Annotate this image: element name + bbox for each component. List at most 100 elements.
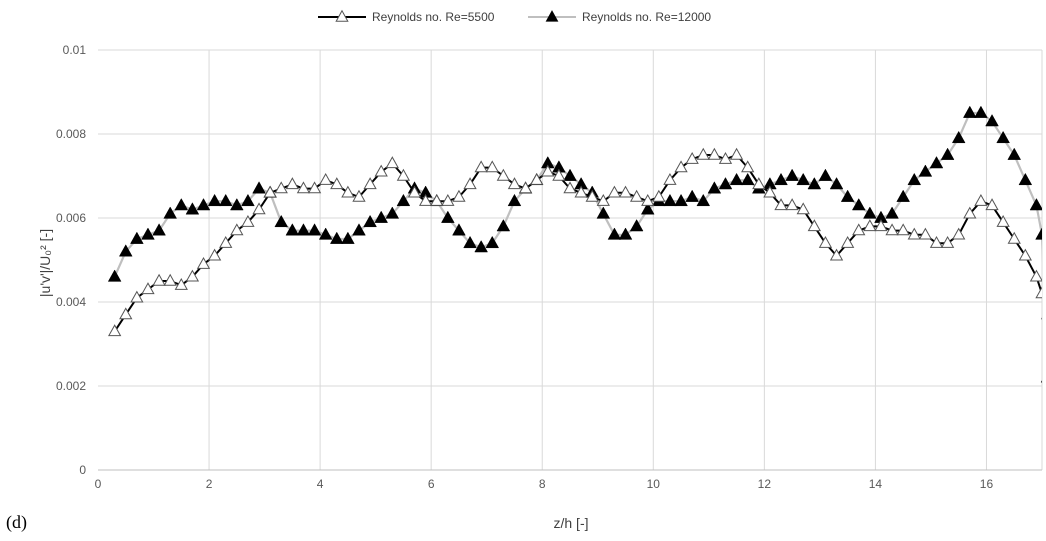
data-point (230, 223, 244, 236)
data-point (696, 193, 711, 207)
data-point (385, 206, 400, 219)
data-point (485, 235, 500, 249)
data-point (574, 185, 588, 198)
data-point (274, 214, 289, 228)
x-tick-label: 10 (647, 477, 661, 491)
data-point (563, 181, 577, 194)
data-point (1018, 248, 1032, 261)
data-point (952, 227, 966, 240)
data-point (329, 231, 344, 244)
data-point (1040, 317, 1042, 320)
grid-lines (98, 49, 1043, 470)
legend-label: Reynolds no. Re=5500 (372, 10, 495, 24)
data-point (474, 160, 488, 173)
data-point (496, 219, 511, 232)
data-point (463, 177, 477, 190)
data-point (585, 189, 599, 202)
x-tick-label: 6 (428, 477, 435, 491)
data-point (618, 185, 633, 198)
series-group (107, 105, 1042, 383)
data-point (1007, 231, 1021, 244)
data-point (851, 198, 866, 211)
data-point (252, 181, 266, 194)
data-point (674, 193, 688, 207)
data-point (940, 235, 955, 248)
data-point (441, 210, 455, 223)
data-point (951, 130, 966, 144)
data-point (840, 189, 855, 202)
data-point (341, 185, 355, 198)
panel-label: (d) (6, 512, 27, 533)
data-point (496, 168, 511, 181)
data-point (285, 177, 300, 190)
data-point (207, 193, 222, 207)
data-point (396, 193, 411, 207)
data-point (452, 223, 466, 236)
data-point (974, 105, 988, 118)
data-point (852, 223, 866, 236)
data-point (418, 193, 433, 206)
data-point (296, 223, 311, 236)
data-point (118, 244, 133, 257)
data-point (163, 273, 177, 286)
x-tick-label: 12 (758, 477, 772, 491)
data-point (718, 177, 733, 190)
data-point (241, 214, 255, 227)
data-point (1029, 198, 1042, 211)
data-point (185, 202, 200, 215)
series-re5500 (108, 147, 1042, 337)
data-point (474, 240, 488, 253)
data-point (963, 105, 977, 118)
data-point (663, 172, 677, 185)
legend-item-re5500: Reynolds no. Re=5500 (318, 9, 495, 24)
data-point (263, 185, 277, 198)
legend-label: Reynolds no. Re=12000 (582, 10, 711, 24)
data-point (596, 206, 611, 219)
data-point (385, 156, 399, 169)
data-point (107, 269, 122, 282)
data-point (119, 307, 133, 320)
data-point (996, 214, 1010, 227)
legend: Reynolds no. Re=5500 Reynolds no. Re=1200… (318, 9, 711, 24)
data-point (163, 206, 177, 219)
data-point (218, 193, 233, 207)
data-point (774, 198, 788, 211)
data-point (652, 189, 666, 202)
data-point (974, 193, 988, 206)
data-point (863, 219, 877, 232)
x-axis-title: z/h [-] (553, 515, 588, 531)
data-point (507, 193, 522, 207)
data-point (452, 189, 466, 202)
data-point (929, 156, 944, 169)
data-point (863, 206, 877, 219)
x-tick-label: 16 (980, 477, 994, 491)
data-point (541, 164, 555, 177)
data-point (430, 193, 444, 206)
legend-marker (545, 10, 559, 22)
data-point (818, 168, 833, 181)
data-point (885, 206, 899, 219)
data-point (352, 189, 366, 202)
data-point (874, 219, 888, 232)
data-point (485, 160, 499, 173)
data-point (896, 189, 910, 202)
data-point (796, 202, 810, 215)
data-point (507, 177, 522, 190)
data-point (740, 172, 755, 186)
data-point (641, 193, 655, 206)
data-point (241, 193, 255, 207)
data-point (629, 189, 644, 202)
data-point (230, 198, 244, 211)
data-point (985, 198, 999, 211)
data-point (274, 181, 288, 194)
x-tick-label: 0 (95, 477, 102, 491)
y-tick-label: 0.008 (56, 127, 86, 141)
data-point (174, 198, 189, 211)
data-point (896, 223, 910, 236)
data-point (1029, 269, 1042, 282)
data-point (563, 168, 577, 181)
data-point (441, 193, 455, 206)
data-point (396, 168, 411, 181)
